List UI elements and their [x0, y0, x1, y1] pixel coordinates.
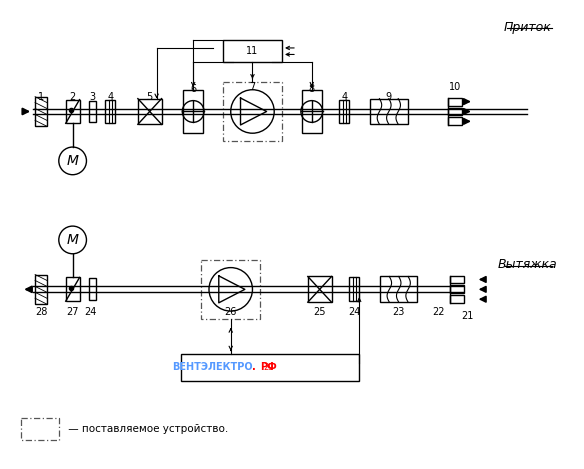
Bar	[349, 278, 359, 301]
Text: 21: 21	[462, 311, 474, 321]
Bar	[223, 82, 282, 141]
Bar	[380, 277, 418, 302]
Text: 9: 9	[386, 92, 392, 102]
Bar	[89, 101, 96, 122]
Bar	[66, 99, 79, 123]
Text: 28: 28	[35, 307, 47, 317]
Bar	[105, 99, 115, 123]
Text: 11: 11	[246, 46, 259, 56]
Text: 4: 4	[341, 92, 347, 102]
Text: 8: 8	[309, 84, 315, 94]
Text: Вытяжка: Вытяжка	[498, 258, 557, 271]
Bar	[448, 98, 462, 106]
Text: 27: 27	[67, 307, 79, 317]
Bar	[448, 117, 462, 125]
Text: 29: 29	[263, 363, 273, 372]
Bar	[35, 274, 47, 304]
Bar	[183, 90, 203, 133]
Text: 24: 24	[348, 307, 360, 317]
Bar	[339, 99, 349, 123]
Bar	[450, 275, 464, 283]
Text: .: .	[252, 363, 256, 372]
Text: 25: 25	[314, 307, 326, 317]
Bar	[35, 97, 47, 126]
Text: 2: 2	[69, 92, 76, 102]
Text: 1: 1	[38, 92, 44, 102]
Bar	[138, 98, 162, 124]
Text: 5: 5	[147, 92, 153, 102]
Text: 4: 4	[107, 92, 113, 102]
Text: РФ: РФ	[260, 363, 277, 372]
Text: 26: 26	[224, 307, 237, 317]
Text: 6: 6	[190, 84, 196, 94]
Text: 24: 24	[84, 307, 96, 317]
Text: 10: 10	[449, 82, 461, 92]
Bar	[181, 354, 359, 381]
Text: 7: 7	[249, 82, 256, 92]
Text: Приток: Приток	[503, 21, 551, 34]
Text: ВЕНТЭЛЕКТРО: ВЕНТЭЛЕКТРО	[172, 363, 252, 372]
Text: M: M	[67, 233, 79, 247]
Bar	[223, 40, 282, 62]
Bar	[89, 279, 96, 300]
Bar	[66, 278, 79, 301]
Bar	[450, 295, 464, 303]
Text: — поставляемое устройство.: — поставляемое устройство.	[65, 424, 228, 434]
Text: 23: 23	[392, 307, 405, 317]
Bar	[21, 418, 59, 439]
Text: 22: 22	[432, 307, 444, 317]
Bar	[201, 260, 260, 319]
Text: M: M	[67, 154, 79, 168]
Bar	[302, 90, 322, 133]
Bar	[308, 277, 332, 302]
Bar	[448, 107, 462, 115]
Bar	[450, 286, 464, 293]
Bar	[370, 98, 408, 124]
Text: 3: 3	[89, 92, 95, 102]
